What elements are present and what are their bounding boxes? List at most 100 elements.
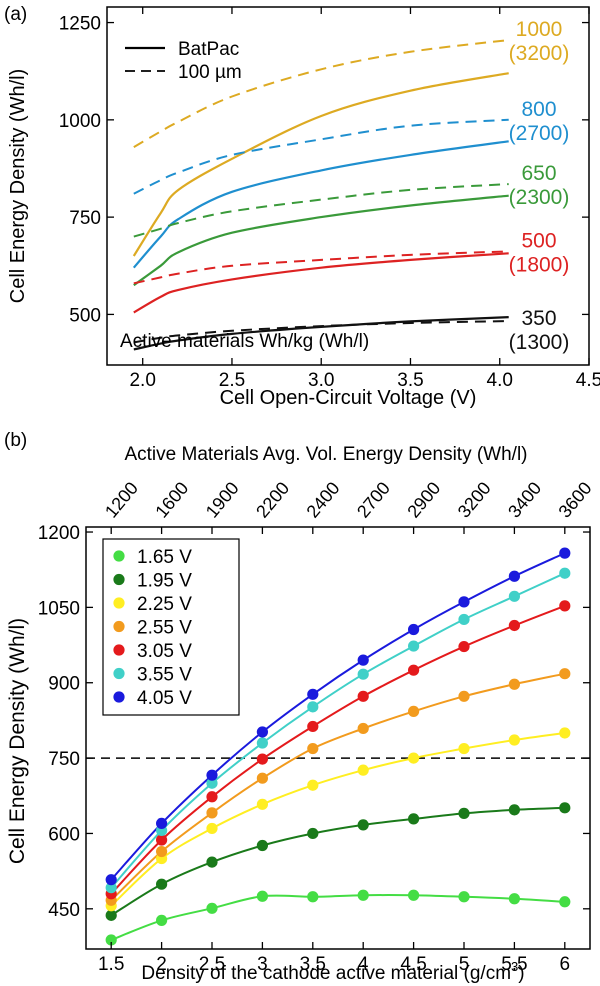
data-point: [559, 547, 571, 559]
series-line-405: [110, 552, 566, 881]
data-point: [559, 567, 571, 579]
data-point: [408, 889, 420, 901]
group-sublabel-350: (1300): [509, 331, 570, 354]
top-tick-label: 2400: [303, 478, 344, 522]
panel-b-x-axis-label-main: Density of the cathode active material (…: [141, 963, 511, 984]
data-point: [357, 722, 369, 735]
data-point: [156, 817, 168, 830]
legend-marker: [113, 550, 125, 562]
data-point: [156, 834, 168, 846]
data-point: [206, 807, 218, 819]
panel-a-y-axis-label: Cell Energy Density (Wh/l): [7, 69, 29, 304]
legend-label: 1.95 V: [137, 571, 192, 592]
data-point: [256, 772, 268, 784]
data-point: [508, 678, 520, 690]
data-point: [206, 902, 218, 914]
legend-marker: [113, 667, 125, 680]
y-tick-label: 750: [69, 208, 101, 229]
y-tick-label: 1250: [59, 14, 101, 35]
data-point: [458, 596, 470, 608]
group-sublabel-500: (1800): [509, 253, 570, 276]
x-tick-label: 5.5: [501, 954, 527, 975]
data-point: [307, 742, 319, 755]
legend-marker: [113, 644, 125, 656]
group-sublabel-1000: (3200): [509, 42, 570, 65]
top-tick-label: 2200: [252, 478, 293, 522]
data-point: [408, 752, 420, 764]
curve-100um-1000: [133, 39, 509, 148]
curve-100um-650: [133, 183, 509, 238]
data-point: [206, 777, 218, 789]
panel-b-x-axis-label-end: ): [518, 963, 524, 984]
x-tick-label: 3: [257, 954, 268, 975]
legend-marker: [113, 691, 125, 703]
y-tick-label: 750: [48, 749, 80, 770]
data-point: [458, 613, 470, 626]
y-tick-label: 900: [48, 674, 80, 695]
data-point: [408, 813, 420, 825]
data-point: [105, 874, 117, 886]
data-point: [156, 845, 168, 858]
data-point: [357, 889, 369, 901]
x-tick-label: 5: [459, 954, 470, 975]
legend-label: 3.05 V: [137, 641, 192, 662]
series-line-305: [110, 604, 566, 895]
data-point: [256, 737, 268, 749]
group-label-1000: 1000: [516, 18, 563, 41]
x-tick-label: 4.5: [576, 370, 600, 391]
x-tick-label: 3.0: [308, 370, 334, 391]
x-tick-label: 3.5: [300, 954, 326, 975]
x-tick-label: 4.0: [487, 370, 513, 391]
x-tick-label: 1.5: [98, 954, 124, 975]
legend-marker: [113, 620, 125, 633]
panel-b-label: (b): [4, 430, 27, 451]
data-point: [508, 590, 520, 602]
x-tick-label: 2.5: [219, 370, 245, 391]
group-sublabel-650: (2300): [509, 186, 570, 209]
data-point: [458, 640, 470, 653]
data-point: [357, 764, 369, 776]
group-label-350: 350: [521, 307, 556, 330]
panel-b-legend: 1.65 V 1.95 V2.25 V 2.55 V3.05 V 3.55 V4.05…: [102, 538, 240, 716]
data-point: [256, 726, 268, 738]
data-point: [256, 798, 268, 810]
panel-a: (a) 1000(3200)800(2700)650(2300)500(1800…: [4, 4, 600, 409]
legend-marker: [113, 597, 125, 609]
group-label-500: 500: [521, 229, 556, 252]
panel-a-frame: [106, 6, 590, 366]
series-line-225: [110, 732, 565, 907]
curve-100um-350: [133, 320, 509, 344]
top-tick-label: 1200: [101, 478, 142, 522]
y-tick-label: 500: [69, 305, 101, 326]
data-point: [357, 690, 369, 702]
data-point: [559, 668, 571, 680]
series-line-195: [110, 806, 565, 917]
curve-100um-500: [133, 250, 509, 285]
curve-batpac-500: [133, 252, 509, 314]
y-tick-label: 1050: [38, 598, 80, 619]
y-tick-label: 600: [48, 824, 80, 845]
panel-a-x-axis-label: Cell Open-Circuit Voltage (V): [220, 387, 477, 409]
data-point: [307, 891, 319, 903]
data-point: [508, 893, 520, 905]
panel-b-top-axis-label: Active Materials Avg. Vol. Energy Densit…: [124, 444, 527, 465]
legend-marker: [113, 573, 125, 586]
data-point: [458, 891, 470, 903]
data-point: [206, 791, 218, 803]
top-tick-label: 2700: [353, 478, 394, 522]
panel-b-series: [105, 547, 571, 946]
data-point: [307, 720, 319, 733]
data-point: [559, 727, 571, 739]
panel-a-x-ticks: 2.0 2.5 3.0 3.5 4.0 4.5: [129, 7, 600, 391]
data-point: [458, 807, 470, 819]
panel-b-y-ticks: 450 600 750 900 1050 1200: [38, 523, 590, 921]
legend-label: 4.05 V: [137, 688, 192, 709]
data-point: [105, 882, 117, 894]
series-line-255: [110, 672, 566, 902]
legend-label: 3.55 V: [137, 665, 192, 686]
group-label-800: 800: [521, 98, 556, 121]
data-point: [357, 819, 369, 831]
data-point: [357, 668, 369, 680]
legend-label: 2.25 V: [137, 594, 192, 615]
curve-batpac-1000: [132, 72, 509, 257]
